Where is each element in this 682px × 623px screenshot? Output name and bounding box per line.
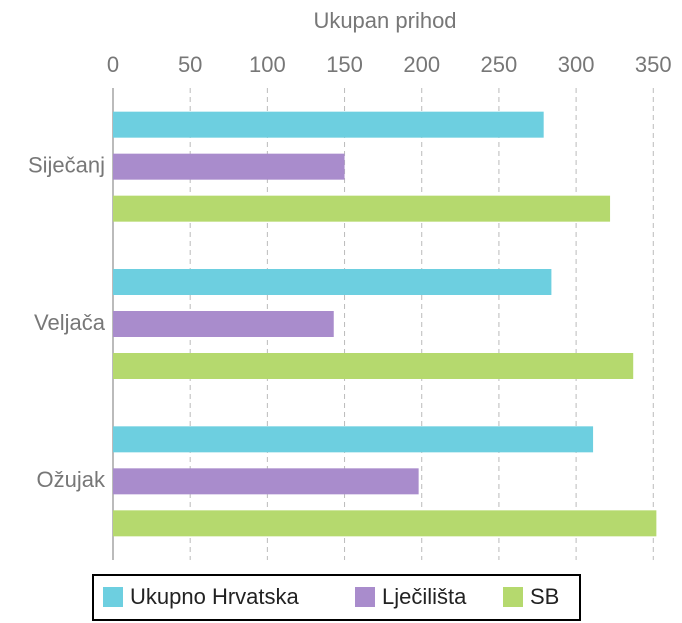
bar xyxy=(113,111,544,138)
legend-swatch xyxy=(103,587,123,607)
x-tick-label: 250 xyxy=(481,52,518,77)
x-tick-label: 300 xyxy=(558,52,595,77)
legend-label: Ukupno Hrvatska xyxy=(130,584,300,609)
y-tick-label: Ožujak xyxy=(37,467,106,492)
bar xyxy=(113,510,657,537)
bar xyxy=(113,353,634,379)
x-tick-label: 150 xyxy=(326,52,363,77)
x-tick-label: 100 xyxy=(249,52,286,77)
axis-title: Ukupan prihod xyxy=(313,8,456,33)
legend-swatch xyxy=(503,587,523,607)
bar xyxy=(113,269,552,295)
legend-label: Lječilišta xyxy=(382,584,467,609)
legend-label: SB xyxy=(530,584,559,609)
y-tick-label: Siječanj xyxy=(28,152,105,177)
y-tick-label: Veljača xyxy=(34,310,106,335)
bar xyxy=(113,468,419,495)
x-tick-label: 50 xyxy=(178,52,202,77)
bar xyxy=(113,195,611,222)
x-tick-label: 0 xyxy=(107,52,119,77)
bar xyxy=(113,153,345,180)
bar xyxy=(113,426,594,453)
x-tick-label: 350 xyxy=(635,52,672,77)
legend-swatch xyxy=(355,587,375,607)
bar xyxy=(113,311,334,337)
legend-box xyxy=(92,574,581,621)
x-tick-label: 200 xyxy=(403,52,440,77)
